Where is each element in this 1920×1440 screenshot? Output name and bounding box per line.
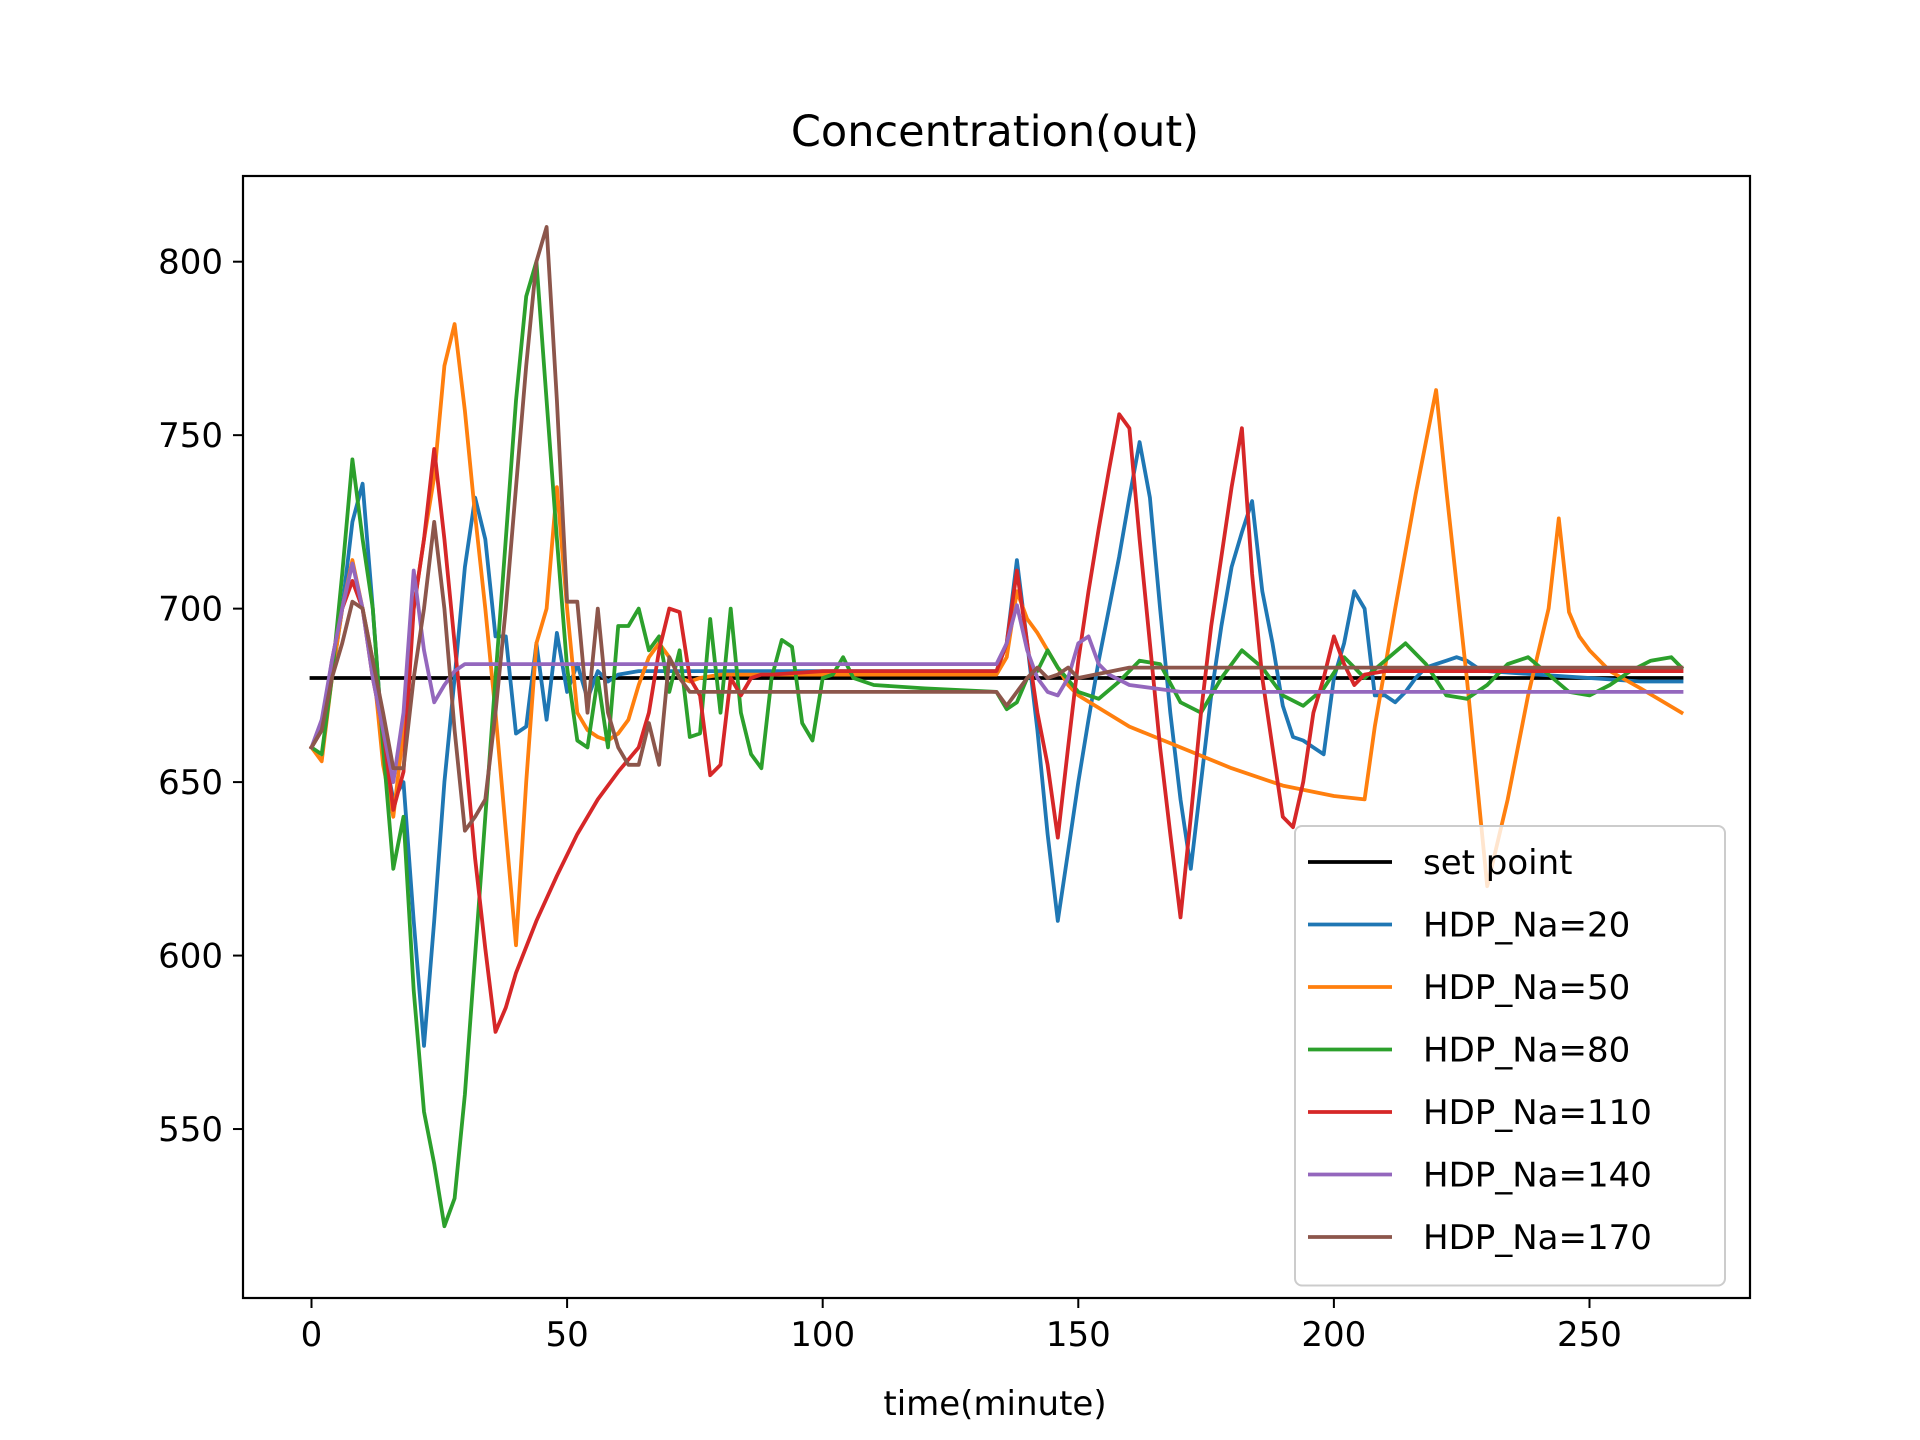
legend-label: HDP_Na=140 <box>1423 1156 1652 1196</box>
axes-frame <box>241 174 1752 1300</box>
y-tick-label: 600 <box>158 937 223 977</box>
x-axis-ticks: 0 50 100 150 200 250 <box>301 1298 1622 1355</box>
series-lines <box>308 225 1685 1229</box>
y-tick-label: 650 <box>158 763 223 803</box>
legend-box <box>1294 825 1726 1287</box>
legend-label: set point <box>1423 843 1572 883</box>
series-line-5 <box>309 561 1684 784</box>
x-tick-label: 50 <box>545 1315 588 1355</box>
legend: set point HDP_Na=20 HDP_Na=50 HDP_Na=80 HDP_… <box>1294 825 1726 1287</box>
legend-label: HDP_Na=20 <box>1423 906 1630 946</box>
x-tick-label: 0 <box>301 1315 323 1355</box>
legend-label: HDP_Na=80 <box>1423 1031 1630 1071</box>
x-tick-label: 250 <box>1557 1315 1622 1355</box>
legend-label: HDP_Na=110 <box>1423 1093 1652 1133</box>
y-tick-label: 800 <box>158 243 223 283</box>
y-tick-label: 750 <box>158 416 223 456</box>
series-line-4 <box>308 412 1684 1034</box>
x-axis-label: time(minute) <box>883 1384 1106 1424</box>
y-tick-label: 550 <box>158 1110 223 1150</box>
legend-label: HDP_Na=50 <box>1423 968 1630 1008</box>
x-tick-label: 200 <box>1301 1315 1366 1355</box>
chart-title: Concentration(out) <box>791 107 1199 157</box>
x-tick-label: 100 <box>790 1315 855 1355</box>
y-axis-ticks: 550 600 650 700 750 800 <box>158 243 243 1150</box>
series-line-1 <box>308 440 1684 1048</box>
series-line-6 <box>308 225 1684 833</box>
y-tick-label: 700 <box>158 590 223 630</box>
legend-label: HDP_Na=170 <box>1423 1218 1652 1258</box>
x-tick-label: 150 <box>1046 1315 1111 1355</box>
